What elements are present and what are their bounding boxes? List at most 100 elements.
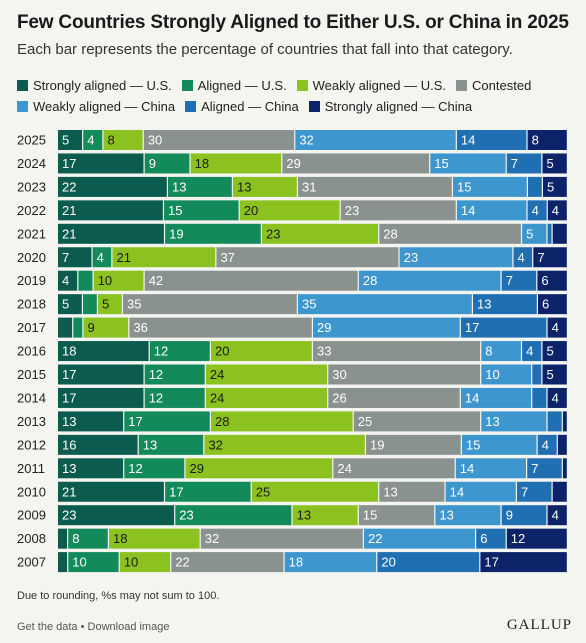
data-label: 20 bbox=[215, 344, 229, 359]
legend-item-weakly-china: Weakly aligned — China bbox=[17, 99, 175, 114]
y-tick-label: 2008 bbox=[17, 531, 46, 546]
bar-segment bbox=[129, 317, 312, 338]
data-label: 7 bbox=[506, 273, 513, 288]
y-tick-label: 2020 bbox=[17, 250, 46, 265]
bar-segment bbox=[557, 434, 567, 455]
y-tick-label: 2013 bbox=[17, 414, 46, 429]
bar-segment bbox=[547, 200, 567, 221]
data-label: 23 bbox=[266, 226, 280, 241]
bar-segment bbox=[190, 153, 282, 174]
bar-segment bbox=[251, 481, 379, 502]
bar-segment bbox=[58, 434, 138, 455]
bar-segment bbox=[205, 364, 328, 385]
bar-segment bbox=[547, 387, 567, 408]
bar-segment bbox=[58, 176, 167, 197]
bar-segment bbox=[58, 481, 164, 502]
bar-segment bbox=[124, 458, 185, 479]
data-label: 4 bbox=[542, 437, 549, 452]
data-label: 4 bbox=[552, 508, 559, 523]
data-label: 5 bbox=[547, 179, 554, 194]
data-label: 4 bbox=[518, 250, 525, 265]
data-label: 29 bbox=[317, 320, 331, 335]
bar-segment bbox=[109, 528, 200, 549]
data-label: 13 bbox=[62, 414, 76, 429]
bar-segment bbox=[78, 270, 93, 291]
rounding-footnote: Due to rounding, %s may not sum to 100. bbox=[17, 590, 220, 602]
bar-segment bbox=[528, 176, 542, 197]
bar-segment bbox=[527, 458, 562, 479]
y-tick-label: 2014 bbox=[17, 390, 46, 405]
bar-segment bbox=[542, 153, 567, 174]
data-label: 14 bbox=[460, 461, 474, 476]
bar-segment bbox=[58, 341, 149, 362]
bar-segment bbox=[532, 387, 547, 408]
bar-segment bbox=[93, 270, 144, 291]
legend: Strongly aligned — U.S. Aligned — U.S. W… bbox=[17, 75, 577, 117]
bar-segment bbox=[58, 364, 144, 385]
y-tick-label: 2015 bbox=[17, 367, 46, 382]
legend-item-contested: Contested bbox=[456, 78, 531, 93]
bar-segment bbox=[473, 294, 537, 315]
data-label: 20 bbox=[381, 555, 395, 570]
data-label: 32 bbox=[208, 437, 222, 452]
bar-segment bbox=[185, 458, 333, 479]
data-label: 13 bbox=[439, 508, 453, 523]
bar-segment bbox=[506, 153, 542, 174]
legend-item-strongly-china: Strongly aligned — China bbox=[308, 99, 472, 114]
get-data-link[interactable]: Get the data bbox=[17, 621, 78, 633]
bar-segment bbox=[168, 176, 232, 197]
data-label: 14 bbox=[461, 133, 475, 148]
bar-segment bbox=[547, 223, 552, 244]
data-label: 17 bbox=[128, 414, 142, 429]
bar-segment bbox=[543, 176, 567, 197]
data-label: 7 bbox=[511, 156, 518, 171]
y-tick-label: 2009 bbox=[17, 508, 46, 523]
bar-segment bbox=[58, 294, 82, 315]
bar-segment bbox=[456, 200, 527, 221]
data-label: 6 bbox=[480, 531, 487, 546]
data-label: 14 bbox=[461, 203, 475, 218]
data-label: 5 bbox=[526, 226, 533, 241]
data-label: 5 bbox=[547, 156, 554, 171]
legend-swatch bbox=[181, 79, 193, 91]
bar-segment bbox=[366, 434, 461, 455]
data-label: 30 bbox=[332, 367, 346, 382]
data-label: 12 bbox=[154, 344, 168, 359]
bar-segment bbox=[233, 176, 297, 197]
bar-segment bbox=[58, 223, 164, 244]
data-label: 12 bbox=[128, 461, 142, 476]
bar-segment bbox=[460, 387, 532, 408]
bar-segment bbox=[103, 130, 143, 150]
data-label: 28 bbox=[383, 226, 397, 241]
bar-segment bbox=[435, 505, 501, 526]
bar-segment bbox=[68, 552, 119, 573]
data-label: 22 bbox=[175, 555, 189, 570]
y-tick-label: 2019 bbox=[17, 273, 46, 288]
bar-segment bbox=[58, 387, 144, 408]
bar-segment bbox=[282, 153, 430, 174]
data-label: 28 bbox=[215, 414, 229, 429]
bar-segment bbox=[144, 387, 205, 408]
bar-segment bbox=[149, 341, 210, 362]
bar-segment bbox=[547, 505, 567, 526]
bar-segment bbox=[522, 223, 547, 244]
data-label: 17 bbox=[62, 367, 76, 382]
bar-segment bbox=[143, 130, 295, 150]
bar-segment bbox=[328, 387, 460, 408]
data-label: 19 bbox=[370, 437, 384, 452]
data-label: 30 bbox=[148, 133, 162, 148]
legend-label: Aligned — China bbox=[201, 98, 299, 114]
data-label: 13 bbox=[237, 179, 251, 194]
download-image-link[interactable]: Download image bbox=[87, 621, 170, 633]
y-tick-label: 2023 bbox=[17, 179, 46, 194]
data-label: 25 bbox=[358, 414, 372, 429]
y-tick-label: 2022 bbox=[17, 203, 46, 218]
bar-segment bbox=[527, 130, 567, 150]
data-label: 37 bbox=[220, 250, 234, 265]
data-label: 13 bbox=[477, 297, 491, 312]
bar-segment bbox=[537, 434, 557, 455]
legend-label: Aligned — U.S. bbox=[197, 77, 287, 93]
bar-segment bbox=[455, 458, 526, 479]
data-label: 4 bbox=[87, 133, 94, 148]
data-label: 15 bbox=[363, 508, 377, 523]
